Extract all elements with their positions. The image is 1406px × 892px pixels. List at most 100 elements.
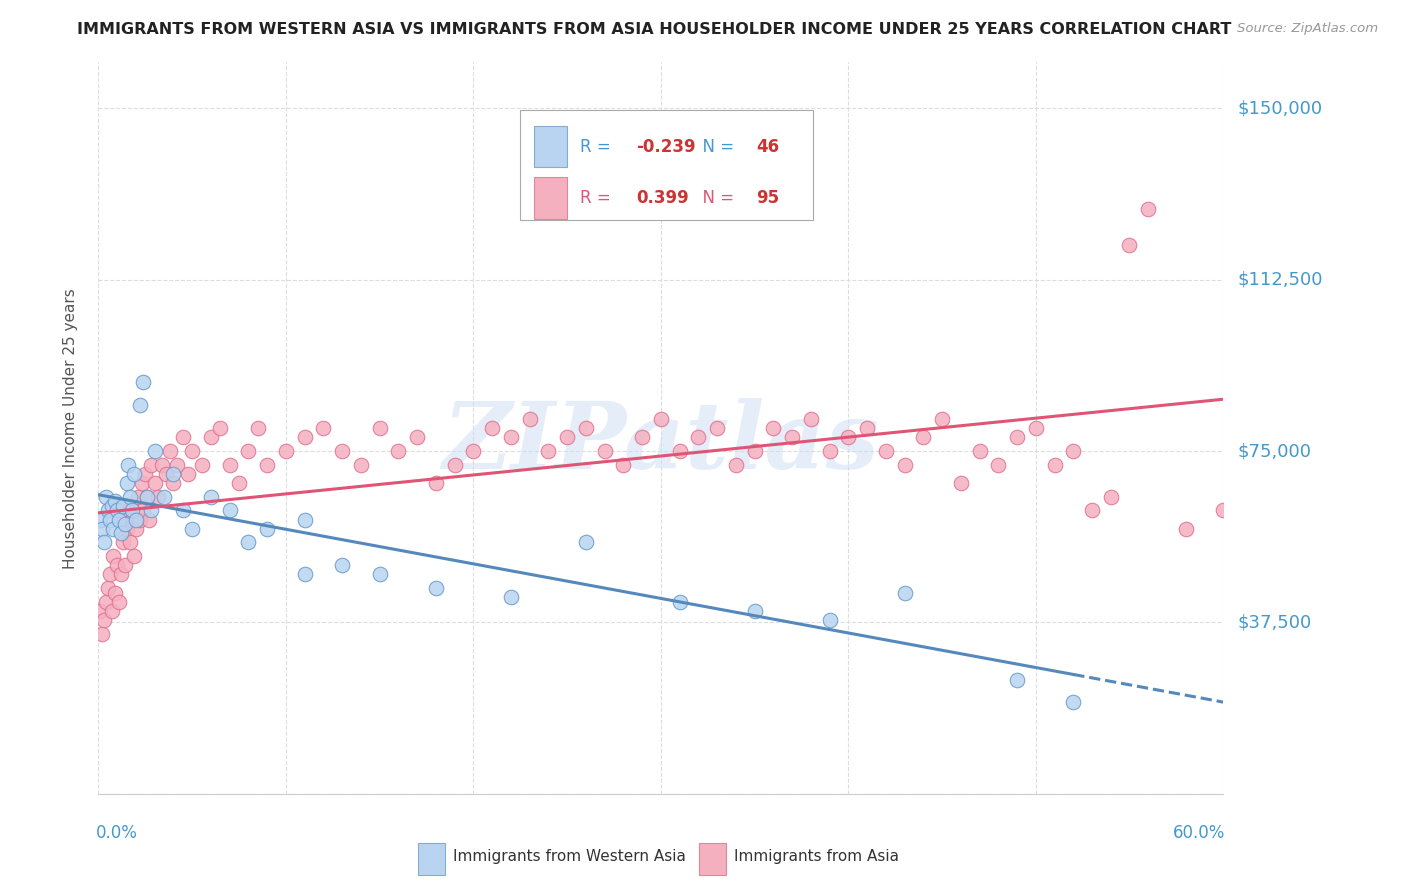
Point [425,475,447,490]
Point [575,421,598,435]
Text: IMMIGRANTS FROM WESTERN ASIA VS IMMIGRANTS FROM ASIA HOUSEHOLDER INCOME UNDER 25: IMMIGRANTS FROM WESTERN ASIA VS IMMIGRAN… [77,22,1232,37]
Text: $112,500: $112,500 [1237,270,1323,289]
Point [150,458,173,472]
Point [387,444,409,458]
Point [818,613,841,627]
Point [91,627,114,641]
Point [114,517,136,532]
Point [650,412,672,426]
Point [463,444,485,458]
Point [117,458,139,472]
Point [166,458,188,472]
Point [593,444,616,458]
Point [121,512,143,526]
Point [134,467,156,481]
Point [103,522,125,536]
Point [1137,202,1160,216]
Text: Immigrants from Asia: Immigrants from Asia [734,848,898,863]
Text: N =: N = [692,189,740,207]
Point [893,458,915,472]
FancyBboxPatch shape [520,110,813,219]
Text: R =: R = [579,189,616,207]
Point [706,421,728,435]
Point [139,458,162,472]
Point [837,430,859,444]
Text: Immigrants from Western Asia: Immigrants from Western Asia [453,848,686,863]
Point [1062,696,1084,710]
Point [256,522,278,536]
Point [612,458,634,472]
Point [132,376,155,390]
Point [575,535,598,549]
Point [97,503,120,517]
Point [274,444,297,458]
Point [238,535,260,549]
Point [131,475,153,490]
Point [631,430,654,444]
Point [114,558,136,573]
Point [100,499,122,513]
Point [312,421,335,435]
Point [762,421,785,435]
Point [132,503,155,517]
Point [93,535,115,549]
Point [120,490,142,504]
Point [159,444,181,458]
Point [294,567,316,582]
Point [893,585,915,599]
Point [209,421,232,435]
Point [800,412,823,426]
Point [481,421,503,435]
Point [228,475,250,490]
Point [780,430,803,444]
Point [856,421,879,435]
Point [668,595,690,609]
Point [121,503,143,517]
Text: $150,000: $150,000 [1237,99,1322,117]
Point [499,591,522,605]
Point [744,444,766,458]
Point [246,421,269,435]
Point [155,467,177,481]
Point [94,595,117,609]
Point [350,458,373,472]
Point [688,430,710,444]
FancyBboxPatch shape [418,843,444,875]
Text: N =: N = [692,137,740,155]
Point [115,475,138,490]
Point [97,581,120,595]
Point [93,613,115,627]
Point [111,535,134,549]
Text: 0.0%: 0.0% [96,824,138,842]
Point [89,604,111,618]
Point [987,458,1010,472]
Point [111,499,134,513]
Point [330,444,353,458]
Point [103,549,125,564]
Point [200,430,222,444]
Point [98,512,121,526]
Point [153,490,176,504]
Point [724,458,747,472]
Point [139,503,162,517]
Point [122,549,145,564]
Point [172,430,194,444]
Point [94,490,117,504]
Point [115,522,138,536]
Point [125,522,148,536]
Text: 95: 95 [756,189,779,207]
Point [555,430,578,444]
Point [127,490,149,504]
Point [181,522,204,536]
Point [128,398,150,412]
Text: ZIPatlas: ZIPatlas [443,398,879,488]
Point [110,567,132,582]
Point [117,503,139,517]
Point [162,475,184,490]
Text: $37,500: $37,500 [1237,614,1312,632]
Point [148,490,170,504]
Point [172,503,194,517]
Point [128,512,150,526]
Point [519,412,541,426]
Point [256,458,278,472]
